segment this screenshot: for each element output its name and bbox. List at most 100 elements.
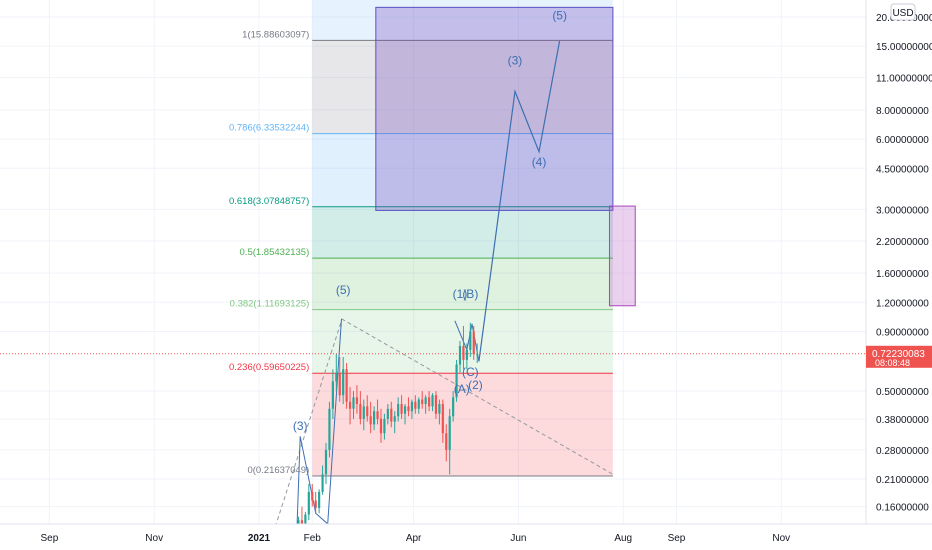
candle <box>335 354 338 392</box>
target-box-small <box>608 205 636 307</box>
price-tick: 0.90000000 <box>876 327 929 338</box>
candle <box>397 397 400 422</box>
candle-body <box>338 372 341 396</box>
time-tick: Nov <box>772 533 790 544</box>
fib-zone <box>312 133 613 207</box>
candle-body <box>300 520 304 524</box>
price-tick: 2.20000000 <box>876 237 929 248</box>
fib-level-label: 1(15.88603097) <box>242 29 309 40</box>
price-tick: 0.28000000 <box>876 446 929 457</box>
price-tick: 8.00000000 <box>876 106 929 117</box>
candle <box>431 393 434 412</box>
candle <box>376 399 379 425</box>
candle <box>469 322 472 357</box>
candle-body <box>379 418 383 434</box>
wave-label: (5) <box>552 9 567 23</box>
wave-label: (A) <box>454 382 470 396</box>
candle <box>355 385 359 414</box>
candle <box>414 395 417 414</box>
candle <box>476 343 479 363</box>
candle-body <box>407 406 410 412</box>
candle <box>427 391 431 412</box>
candle-body <box>414 401 417 409</box>
candle-body <box>403 406 407 414</box>
candle <box>362 399 365 431</box>
wave-path <box>296 318 342 533</box>
candle <box>314 491 317 514</box>
fib-level-label: 0.5(1.85432135) <box>240 247 310 258</box>
candle-body <box>383 418 386 434</box>
currency-badge[interactable] <box>890 3 916 21</box>
fib-zone <box>312 206 613 259</box>
time-axis[interactable]: Sep Nov 2021 Feb Apr Jun Aug Sep Nov <box>0 523 932 550</box>
candle-body <box>421 399 424 405</box>
time-tick: Sep <box>668 533 686 544</box>
fib-level-label: 0.618(3.07848757) <box>229 196 309 207</box>
candle-body <box>424 397 427 405</box>
candle <box>417 397 420 414</box>
candle-body <box>321 474 324 492</box>
candle <box>338 356 341 402</box>
candlesticks <box>293 322 479 540</box>
candle-body <box>397 404 400 417</box>
candle <box>359 391 362 425</box>
candle-body <box>410 401 414 412</box>
candle-body <box>369 416 372 425</box>
candle-body <box>393 416 396 422</box>
candle-body <box>345 369 348 402</box>
candle <box>452 391 455 422</box>
wave-labels: (3) (5) (1)(B) (A) (C)(2) (3) (4) (5) <box>293 9 567 434</box>
last-price-countdown: 08:08:48 <box>875 358 910 368</box>
candle <box>307 484 310 521</box>
fib-level-label: 0(0.21637049) <box>247 465 309 476</box>
candle-body <box>400 404 403 414</box>
candle-body <box>427 397 431 407</box>
candle-body <box>455 364 458 398</box>
candle-body <box>352 397 355 409</box>
fib-zone <box>312 309 613 374</box>
candle <box>424 395 427 414</box>
candle <box>393 411 396 434</box>
trendline-dashed <box>341 318 614 475</box>
candle <box>434 391 438 419</box>
price-tick: 1.60000000 <box>876 269 929 280</box>
price-tick: 4.50000000 <box>876 164 929 175</box>
candle-body <box>335 372 338 382</box>
candle <box>421 391 424 409</box>
candle-body <box>318 491 321 508</box>
time-tick: Feb <box>304 533 322 544</box>
time-tick: Nov <box>145 533 163 544</box>
candle-body <box>417 399 420 409</box>
wave-label: (5) <box>336 283 351 297</box>
candle <box>373 406 376 431</box>
fib-zone <box>312 258 613 310</box>
price-tick: 0.38000000 <box>876 415 929 426</box>
candle <box>462 326 465 370</box>
time-tick: Apr <box>406 533 422 544</box>
candle-body <box>331 381 334 409</box>
candle-body <box>472 331 475 355</box>
candle <box>311 484 314 507</box>
wave-label: (3) <box>508 54 523 68</box>
fib-zone-extension <box>312 0 613 41</box>
candle-body <box>452 397 455 417</box>
wave-label: (C) <box>462 365 479 379</box>
candle-body <box>469 331 472 350</box>
candle-body <box>366 406 369 417</box>
wave-label: (B) <box>462 287 478 301</box>
price-axis[interactable]: 20.0000000015.0000000011.000000008.00000… <box>865 0 932 539</box>
candle <box>458 340 462 373</box>
candle <box>328 401 331 458</box>
last-price-value: 0.72230083 <box>872 349 925 360</box>
candle <box>383 413 386 440</box>
last-price-badge <box>866 345 932 368</box>
time-tick: Jun <box>510 533 526 544</box>
candle-body <box>324 449 328 475</box>
candle-body <box>311 491 314 501</box>
candle-body <box>376 411 379 419</box>
time-tick: Sep <box>41 533 59 544</box>
candle-body <box>438 404 441 414</box>
time-tick: 2021 <box>248 533 271 544</box>
